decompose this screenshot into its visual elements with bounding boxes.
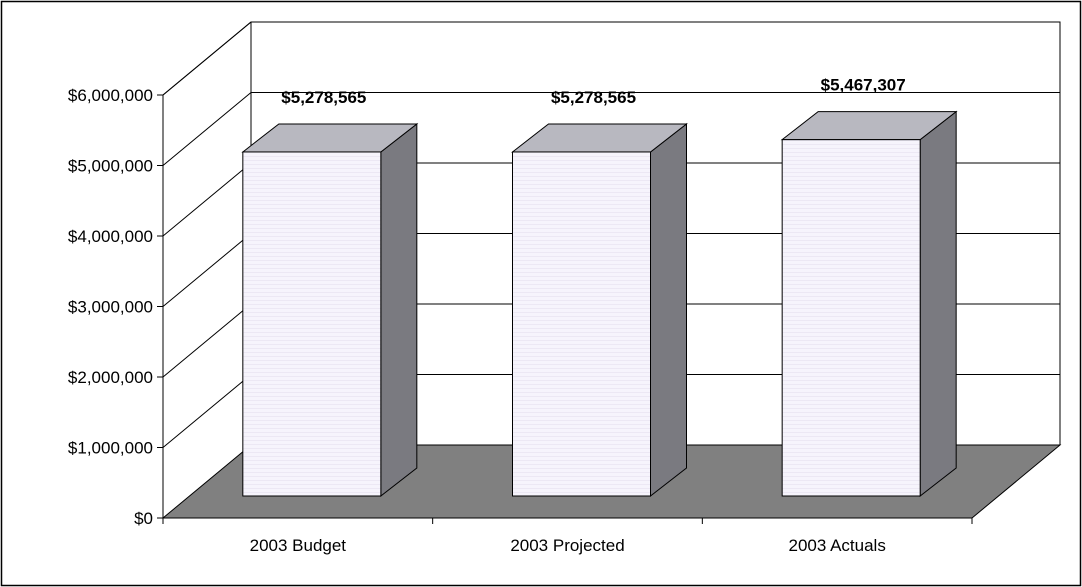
y-tick-label: $1,000,000	[68, 439, 153, 458]
x-category-label: 2003 Actuals	[788, 536, 885, 555]
bar-3d	[511, 122, 688, 498]
bar-side	[919, 110, 957, 498]
data-label: $5,467,307	[821, 76, 906, 95]
data-labels: $5,278,565 $5,278,565 $5,467,307	[281, 76, 905, 107]
y-tick-label: $0	[134, 509, 153, 528]
bar-3d	[241, 122, 419, 498]
bar-3d	[780, 110, 958, 498]
y-tick-label: $4,000,000	[68, 227, 153, 246]
bar	[242, 151, 382, 497]
y-tick-label: $3,000,000	[68, 298, 153, 317]
y-tick-label: $6,000,000	[68, 86, 153, 105]
bar-side	[380, 122, 418, 498]
x-axis: 2003 Budget 2003 Projected 2003 Actuals	[162, 517, 973, 555]
bars	[241, 110, 958, 498]
x-category-label: 2003 Budget	[250, 536, 347, 555]
gridline	[162, 92, 1060, 166]
x-category-label: 2003 Projected	[510, 536, 624, 555]
y-axis: $0 $1,000,000 $2,000,000 $3,000,000 $4,000,0…	[68, 86, 164, 528]
y-tick-label: $2,000,000	[68, 368, 153, 387]
gridline	[162, 21, 1060, 96]
bar-side	[650, 122, 687, 498]
data-label: $5,278,565	[551, 88, 636, 107]
bar	[512, 151, 651, 497]
data-label: $5,278,565	[281, 88, 366, 107]
bar	[781, 139, 921, 497]
y-tick-label: $5,000,000	[68, 157, 153, 176]
